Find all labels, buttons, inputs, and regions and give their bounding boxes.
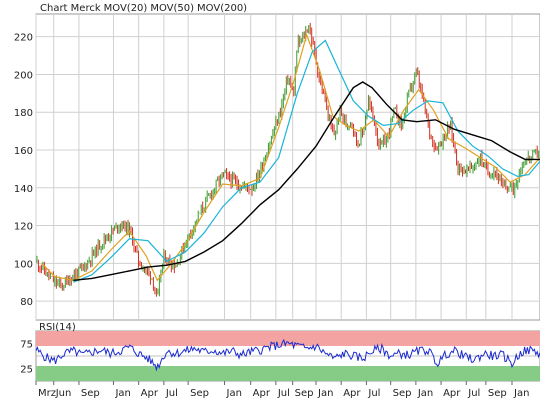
series-line-mov-200- xyxy=(73,81,540,281)
y-tick-label: 220 xyxy=(14,33,33,44)
series-line-rsi xyxy=(35,338,540,372)
x-tick-label: Jan xyxy=(226,388,242,399)
x-tick-label: Jun xyxy=(55,388,72,399)
x-tick-label: Sep xyxy=(81,388,100,399)
price-panel: 80 100 120 140 160 180 200 220 xyxy=(14,13,540,321)
series-line-mov-50- xyxy=(73,39,540,283)
x-tick-label: Sep xyxy=(190,388,209,399)
x-tick-label: Jan xyxy=(317,388,333,399)
legend-item: Chart Merck xyxy=(40,3,101,14)
x-tick-label: Apr xyxy=(343,388,361,399)
y-tick-label: 200 xyxy=(14,70,33,81)
legend-item: MOV(50) xyxy=(150,3,194,14)
y-tick-label: 120 xyxy=(14,222,33,233)
x-tick-label: Apr xyxy=(443,388,461,399)
rsi-band xyxy=(36,366,540,381)
x-tick-label: Mrz xyxy=(38,388,56,399)
y-tick-label: 140 xyxy=(14,184,33,195)
legend-item: MOV(20) xyxy=(104,3,148,14)
x-tick-label: Jul xyxy=(165,388,178,399)
x-tick-label: Sep xyxy=(295,388,314,399)
x-tick-label: Sep xyxy=(488,388,507,399)
rsi-tick-label: 25 xyxy=(20,365,33,376)
chart-legend: Chart Merck MOV(20) MOV(50) MOV(200) xyxy=(40,3,247,14)
x-axis: Mrz Jun Sep Jan Apr Jul Sep Jan Apr Jul Sep Jan Apr J… xyxy=(35,381,529,399)
rsi-panel: 25 75 RSI(14) xyxy=(20,322,540,382)
x-tick-label: Jan xyxy=(513,388,529,399)
x-tick-label: Jul xyxy=(467,388,480,399)
x-tick-label: Apr xyxy=(253,388,271,399)
x-tick-label: Apr xyxy=(141,388,159,399)
rsi-title: RSI(14) xyxy=(39,322,76,333)
x-tick-label: Jan xyxy=(114,388,130,399)
price-plot-area xyxy=(35,13,540,321)
y-tick-label: 80 xyxy=(20,297,33,308)
x-tick-label: Sep xyxy=(393,388,412,399)
y-tick-label: 180 xyxy=(14,108,33,119)
x-tick-label: Jul xyxy=(277,388,290,399)
y-tick-label: 160 xyxy=(14,146,33,157)
x-tick-label: Jul xyxy=(367,388,380,399)
rsi-tick-label: 75 xyxy=(20,340,33,351)
y-tick-label: 100 xyxy=(14,259,33,270)
x-tick-label: Jan xyxy=(417,388,433,399)
legend-item: MOV(200) xyxy=(197,3,247,14)
rsi-band xyxy=(36,331,540,346)
